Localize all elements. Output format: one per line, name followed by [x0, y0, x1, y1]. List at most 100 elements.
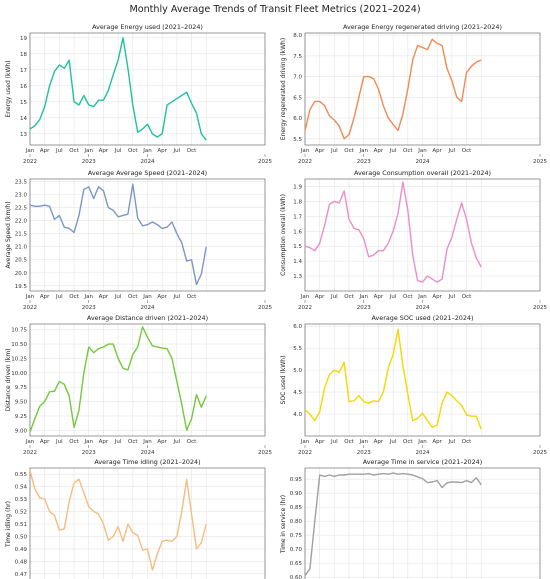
- y-tick-label: 0.65: [290, 561, 303, 567]
- panel-title: Average Time idling (2021–2024): [94, 458, 200, 466]
- y-axis-label: Time idling (hr): [5, 501, 12, 548]
- gridlines: [29, 324, 265, 436]
- x-year-label: 2025: [533, 450, 547, 456]
- series-line: [304, 472, 482, 577]
- panel-title: Average Average Speed (2021–2024): [88, 169, 207, 177]
- panel-7: Average Time idling (2021–2024) 0.47 0.48 0…: [5, 458, 266, 579]
- y-tick-label: 10.25: [11, 356, 27, 362]
- x-year-label: 2022: [298, 305, 312, 311]
- x-month-label: Jan: [359, 148, 369, 154]
- x-month-label: Jan: [84, 148, 94, 154]
- y-tick-label: 9.75: [15, 385, 28, 391]
- x-month-label: Apr: [315, 148, 325, 154]
- y-tick-label: 0.48: [15, 559, 28, 565]
- x-month-label: Apr: [374, 439, 384, 445]
- y-tick-label: 13: [20, 132, 27, 138]
- x-month-label: Apr: [99, 294, 109, 300]
- y-tick-label: 6.0: [293, 324, 302, 330]
- y-tick-label: 0.85: [290, 505, 303, 511]
- x-year-label: 2024: [141, 305, 155, 311]
- x-month-label: Oct: [187, 439, 197, 445]
- gridlines: [29, 179, 265, 291]
- y-tick-label: 20.5: [15, 258, 28, 264]
- x-month-label: Jul: [389, 148, 397, 154]
- x-month-label: Apr: [374, 294, 384, 300]
- plot-frame: [29, 178, 266, 292]
- y-tick-label: 10.75: [11, 328, 27, 334]
- y-tick-label: 1.3: [293, 274, 302, 280]
- x-month-label: Jan: [25, 439, 35, 445]
- y-tick-label: 21.5: [15, 232, 28, 238]
- x-month-label: Jul: [448, 294, 456, 300]
- x-month-label: Apr: [432, 148, 442, 154]
- x-year-label: 2025: [258, 159, 272, 165]
- plot-frame: [29, 32, 266, 146]
- x-month-label: Jan: [359, 439, 369, 445]
- x-month-label: Apr: [40, 294, 50, 300]
- x-month-label: Jan: [142, 148, 152, 154]
- y-tick-label: 4.5: [293, 390, 302, 396]
- y-tick-label: 22.0: [15, 219, 28, 225]
- x-year-label: 2024: [416, 159, 430, 165]
- x-year-label: 2025: [533, 305, 547, 311]
- panel-3: Average Average Speed (2021–2024) 19.5 20.…: [5, 169, 272, 311]
- y-tick-label: 7.0: [293, 75, 302, 81]
- y-tick-label: 0.50: [15, 534, 28, 540]
- panel-title: Average Energy regenerated driving (2021…: [343, 23, 502, 31]
- y-axis-label: Distance driven (km): [5, 348, 12, 411]
- y-tick-label: 6.5: [293, 95, 302, 101]
- y-tick-label: 0.75: [290, 533, 303, 539]
- x-month-label: Jan: [300, 439, 310, 445]
- y-tick-label: 0.95: [290, 477, 303, 483]
- x-month-label: Jul: [448, 148, 456, 154]
- x-month-label: Oct: [462, 148, 472, 154]
- x-month-label: Jan: [417, 148, 427, 154]
- y-tick-label: 1.8: [293, 199, 302, 205]
- x-month-label: Apr: [157, 294, 167, 300]
- x-month-label: Jan: [417, 439, 427, 445]
- y-tick-label: 20.0: [15, 271, 28, 277]
- x-month-label: Jul: [114, 439, 122, 445]
- plot-frame: [29, 323, 266, 437]
- y-tick-label: 15: [20, 100, 27, 106]
- y-axis-label: Time in service (hr): [280, 495, 287, 554]
- y-tick-label: 5.0: [293, 368, 302, 374]
- x-year-label: 2023: [82, 159, 96, 165]
- panel-title: Average Distance driven (2021–2024): [87, 314, 208, 322]
- y-tick-label: 10.00: [11, 371, 27, 377]
- x-month-label: Jan: [25, 294, 35, 300]
- x-year-label: 2024: [416, 450, 430, 456]
- x-year-label: 2024: [416, 305, 430, 311]
- x-month-label: Apr: [40, 148, 50, 154]
- x-year-label: 2022: [298, 159, 312, 165]
- y-tick-label: 1.7: [293, 214, 302, 220]
- y-tick-label: 9.50: [15, 400, 28, 406]
- x-month-label: Jul: [55, 439, 63, 445]
- x-month-label: Jul: [389, 294, 397, 300]
- panel-title: Average Time in service (2021–2024): [363, 458, 482, 466]
- y-tick-label: 21.0: [15, 245, 28, 251]
- y-axis-label: Average Speed (km/h): [5, 201, 12, 268]
- gridlines: [304, 324, 540, 436]
- plot-frame: [304, 323, 541, 437]
- x-month-label: Jul: [173, 294, 181, 300]
- plot-frame: [304, 32, 541, 146]
- series-line: [29, 37, 207, 141]
- y-tick-label: 0.53: [15, 497, 28, 503]
- y-tick-label: 0.90: [290, 491, 303, 497]
- x-year-label: 2022: [23, 450, 37, 456]
- series-line: [29, 183, 207, 286]
- gridlines: [29, 33, 265, 145]
- gridlines: [304, 179, 540, 291]
- x-month-label: Apr: [432, 439, 442, 445]
- y-tick-label: 0.54: [15, 485, 28, 491]
- x-month-label: Oct: [128, 294, 138, 300]
- x-month-label: Oct: [403, 294, 413, 300]
- x-month-label: Apr: [432, 294, 442, 300]
- x-year-label: 2022: [23, 159, 37, 165]
- y-tick-label: 0.60: [290, 575, 303, 579]
- x-month-label: Oct: [187, 148, 197, 154]
- panel-8: Average Time in service (2021–2024) 0.60 0…: [280, 458, 541, 579]
- x-year-label: 2022: [23, 305, 37, 311]
